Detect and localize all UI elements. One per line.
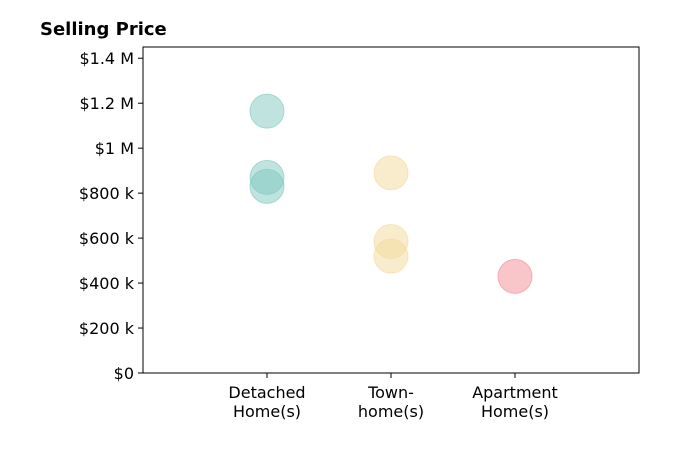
x-tick-label: Detached Home(s) (228, 383, 305, 421)
plot-frame (142, 46, 640, 374)
data-point (373, 155, 409, 191)
data-point (249, 168, 285, 204)
data-point (249, 93, 285, 129)
x-tick-label: Apartment Home(s) (472, 383, 558, 421)
x-axis: Detached Home(s) Town-home(s) Apartment Home… (228, 373, 558, 421)
data-point (373, 238, 409, 274)
chart-title: Selling Price (40, 19, 167, 40)
y-tick-label: $400 k (79, 274, 135, 293)
y-tick-label: $1.4 M (79, 49, 134, 68)
data-point (497, 258, 533, 294)
y-tick-label: $1.2 M (79, 94, 134, 113)
points-layer (249, 93, 533, 294)
y-tick-label: $200 k (79, 319, 135, 338)
x-tick-label: Town-home(s) (358, 383, 424, 421)
y-tick-label: $800 k (79, 184, 135, 203)
y-axis: $0 $200 k $400 k $600 k $800 k $1 M $1.2 M $1.4… (79, 49, 143, 383)
y-tick-label: $0 (114, 364, 134, 383)
y-tick-label: $1 M (95, 139, 134, 158)
y-tick-label: $600 k (79, 229, 135, 248)
